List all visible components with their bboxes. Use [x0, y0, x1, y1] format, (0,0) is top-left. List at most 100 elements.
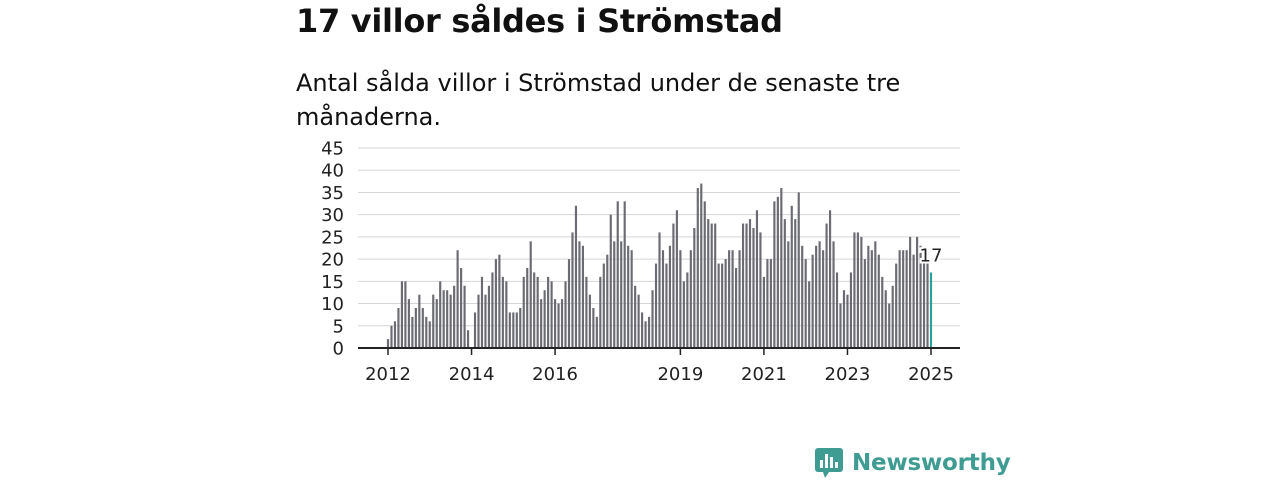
- bar: [682, 281, 685, 348]
- bar: [870, 250, 873, 348]
- bar: [877, 254, 880, 348]
- bar: [397, 308, 400, 348]
- bar: [581, 245, 584, 348]
- bar: [724, 259, 727, 348]
- bar: [776, 196, 779, 348]
- bar: [505, 281, 508, 348]
- bar: [435, 299, 438, 348]
- bar: [867, 245, 870, 348]
- bar: [912, 254, 915, 348]
- annotations: 17: [918, 243, 945, 268]
- bar: [637, 294, 640, 348]
- bar: [418, 294, 421, 348]
- bar: [902, 250, 905, 348]
- bar: [783, 219, 786, 348]
- bar: [797, 192, 800, 348]
- bar: [922, 250, 926, 348]
- bar: [801, 245, 804, 348]
- bar: [609, 214, 612, 348]
- bar: [508, 312, 511, 348]
- bar: [432, 294, 435, 348]
- bar: [473, 312, 477, 348]
- y-tick-label: 25: [321, 227, 344, 248]
- x-tick-label: 2014: [449, 364, 495, 385]
- bar: [588, 294, 591, 348]
- bar: [804, 259, 807, 348]
- bar: [463, 285, 466, 348]
- bar: [446, 290, 449, 348]
- bar: [599, 276, 602, 348]
- bar: [762, 276, 765, 348]
- bar: [540, 299, 543, 348]
- bar: [634, 285, 637, 348]
- bar: [547, 276, 550, 348]
- bar: [543, 290, 546, 348]
- bar: [811, 254, 814, 348]
- bar: [592, 308, 595, 348]
- bar: [494, 259, 497, 348]
- bar: [414, 308, 417, 348]
- bar: [748, 219, 752, 348]
- bar: [564, 281, 567, 348]
- x-tick-label: 2021: [741, 364, 787, 385]
- bar: [909, 236, 912, 348]
- bar: [578, 241, 581, 348]
- bar: [898, 250, 901, 348]
- bar: [696, 188, 699, 348]
- bar: [487, 285, 491, 348]
- bar: [863, 259, 866, 348]
- bar: [449, 294, 452, 348]
- bar: [456, 250, 459, 348]
- bar: [425, 316, 428, 348]
- bar: [400, 281, 403, 348]
- bar: [888, 303, 891, 348]
- y-tick-label: 5: [333, 316, 344, 337]
- bar: [442, 290, 445, 348]
- bar: [533, 272, 536, 348]
- bar: [822, 250, 825, 348]
- bar: [554, 299, 557, 348]
- bar: [853, 232, 856, 348]
- bar: [480, 276, 484, 348]
- bar: [752, 228, 755, 348]
- bar: [755, 210, 759, 348]
- bar: [529, 241, 532, 348]
- bar: [766, 259, 769, 348]
- bar: [522, 276, 525, 348]
- bar: [689, 250, 692, 348]
- bar: [466, 330, 470, 348]
- newsworthy-logo[interactable]: Newsworthy: [815, 446, 1011, 480]
- bar: [759, 232, 762, 348]
- bar: [595, 316, 598, 348]
- bar: [620, 241, 623, 348]
- bars: [386, 183, 933, 348]
- bar: [557, 303, 560, 348]
- bar: [602, 263, 605, 348]
- bar: [567, 259, 571, 348]
- bar: [745, 223, 748, 348]
- bar: [411, 316, 414, 348]
- bar: [773, 201, 776, 348]
- bar: [710, 223, 713, 348]
- bar: [460, 268, 463, 348]
- bar: [613, 241, 616, 348]
- x-tick-label: 2012: [365, 364, 411, 385]
- bar-latest: [929, 272, 933, 348]
- bar: [668, 245, 672, 348]
- bar: [839, 303, 842, 348]
- bar: [428, 321, 431, 348]
- bar: [832, 241, 835, 348]
- brand-name: Newsworthy: [852, 450, 1011, 476]
- x-tick-label: 2025: [908, 364, 954, 385]
- bar: [647, 316, 651, 348]
- bar: [741, 223, 745, 348]
- bar: [390, 325, 393, 348]
- bar: [641, 312, 644, 348]
- bar: [439, 281, 442, 348]
- bar: [665, 263, 668, 348]
- bar: [654, 263, 658, 348]
- bar: [644, 321, 647, 348]
- bar: [721, 263, 724, 348]
